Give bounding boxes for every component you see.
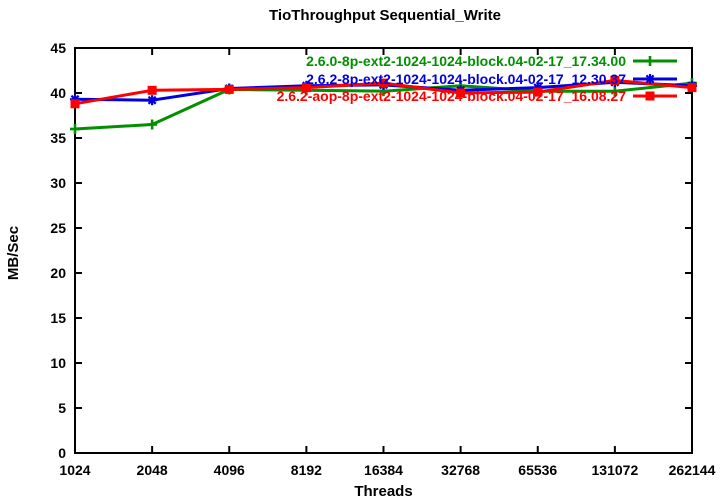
legend-line-sample <box>633 74 677 84</box>
data-point-marker <box>301 83 311 93</box>
data-point-marker <box>609 86 620 97</box>
data-point-marker <box>645 56 655 66</box>
data-point-marker <box>379 78 388 88</box>
legend-entry: 2.6.2-aop-8p-ext2-1024-1024-block.04-02-… <box>277 88 678 104</box>
data-point-marker <box>147 119 158 130</box>
x-tick-label: 8192 <box>291 462 322 478</box>
x-tick-label: 4096 <box>214 462 245 478</box>
data-point-marker <box>224 84 234 94</box>
x-tick-label: 65536 <box>518 462 557 478</box>
y-tick-label: 0 <box>58 445 66 461</box>
x-tick-label: 16384 <box>364 462 403 478</box>
data-point-marker <box>687 83 697 93</box>
legend-entry: 2.6.2-8p-ext2-1024-1024-block.04-02-17_1… <box>306 71 678 87</box>
data-point-marker <box>610 75 620 85</box>
y-tick-label: 45 <box>50 40 66 56</box>
y-tick-label: 5 <box>58 400 66 416</box>
y-axis-label: MB/Sec <box>5 225 22 281</box>
plot-frame <box>74 47 693 454</box>
x-tick-label: 2048 <box>137 462 168 478</box>
x-tick-label: 262144 <box>669 462 716 478</box>
legend-line-sample <box>633 91 677 101</box>
chart-title: TioThroughput Sequential_Write <box>269 7 501 24</box>
legend-label: 2.6.2-aop-8p-ext2-1024-1024-block.04-02-… <box>276 88 626 104</box>
data-point-marker <box>70 99 80 109</box>
x-tick-label: 32768 <box>441 462 480 478</box>
y-tick-label: 25 <box>50 220 66 236</box>
legend-line-sample <box>633 56 677 66</box>
x-tick-label: 131072 <box>592 462 639 478</box>
y-tick-label: 30 <box>50 175 66 191</box>
legend-label: 2.6.0-8p-ext2-1024-1024-block.04-02-17_1… <box>306 53 626 69</box>
y-tick-label: 40 <box>50 85 66 101</box>
data-point-marker <box>147 95 158 106</box>
x-axis-label: Threads <box>354 483 413 500</box>
data-point-marker <box>645 91 655 101</box>
data-point-marker <box>645 74 655 84</box>
data-point-marker <box>70 124 80 134</box>
legend-label: 2.6.2-8p-ext2-1024-1024-block.04-02-17_1… <box>306 71 626 87</box>
legend-entry: 2.6.0-8p-ext2-1024-1024-block.04-02-17_1… <box>306 53 678 69</box>
y-tick-label: 35 <box>50 130 66 146</box>
x-tick-label: 1024 <box>59 462 90 478</box>
data-point-marker <box>533 87 543 97</box>
data-point-marker <box>456 88 466 98</box>
y-tick-label: 15 <box>50 310 66 326</box>
y-tick-label: 20 <box>50 265 66 281</box>
data-point-marker <box>147 85 157 95</box>
y-tick-label: 10 <box>50 355 66 371</box>
